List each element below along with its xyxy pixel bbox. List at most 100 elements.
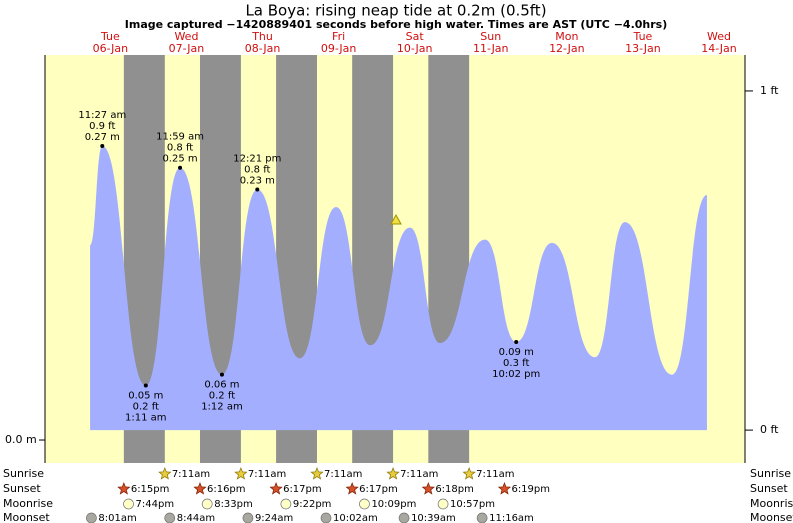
event-time: 6:17pm: [359, 484, 398, 495]
moonset-icon: [398, 512, 410, 523]
row-label: Sunset: [750, 482, 788, 495]
event-time: 7:11am: [476, 469, 514, 480]
row-label: Sunset: [3, 482, 41, 495]
sunrise-icon: [386, 467, 400, 480]
event-time: 11:16am: [489, 513, 534, 523]
event-time: 9:22pm: [293, 499, 332, 510]
extreme-label: 0.23 m: [240, 176, 275, 187]
row-label: Moonset: [750, 511, 793, 523]
extreme-label: 0.06 m: [204, 380, 239, 391]
extreme-label: 0.3 ft: [503, 358, 529, 369]
extreme-dot: [178, 165, 183, 170]
event-time: 6:18pm: [435, 484, 474, 495]
day-label: Sat: [406, 30, 425, 43]
y2-tick-label: 1 ft: [760, 84, 779, 97]
event-time: 8:01am: [98, 513, 136, 523]
day-label: Tue: [100, 30, 120, 43]
day-label: Mon: [555, 30, 578, 43]
event-time: 7:11am: [324, 469, 362, 480]
event-time: 6:16pm: [207, 484, 246, 495]
extreme-label: 0.9 ft: [89, 121, 115, 132]
moonset-icon: [476, 512, 488, 523]
day-label: Fri: [332, 30, 345, 43]
extreme-label: 12:21 pm: [233, 154, 281, 165]
moonrise-icon: [201, 498, 213, 510]
row-label: Sunrise: [750, 467, 791, 480]
extreme-dot: [100, 143, 105, 148]
date-label: 09-Jan: [321, 42, 357, 55]
day-label: Wed: [174, 30, 198, 43]
event-time: 7:11am: [248, 469, 286, 480]
event-time: 10:57pm: [450, 499, 495, 510]
event-time: 10:39am: [411, 513, 456, 523]
date-label: 07-Jan: [169, 42, 205, 55]
sunset-icon: [421, 482, 435, 495]
moonrise-icon: [123, 498, 134, 510]
sunset-icon: [497, 482, 512, 495]
moonset-icon: [86, 512, 97, 523]
chart-title: La Boya: rising neap tide at 0.2m (0.5ft…: [245, 2, 546, 20]
row-label: Moonrise: [3, 497, 53, 510]
sunrise-icon: [234, 467, 248, 480]
moonset-icon: [320, 512, 332, 523]
date-label: 12-Jan: [549, 42, 585, 55]
extreme-dot: [143, 383, 148, 388]
event-time: 6:19pm: [511, 484, 550, 495]
row-label: Moonrise: [750, 497, 793, 510]
date-label: 11-Jan: [473, 42, 509, 55]
sunset-icon: [269, 482, 283, 495]
extreme-dot: [219, 372, 224, 377]
moonrise-icon: [359, 498, 370, 510]
row-label: Moonset: [3, 511, 50, 523]
sunset-icon: [117, 482, 131, 495]
date-label: 06-Jan: [93, 42, 129, 55]
event-time: 8:44am: [177, 513, 215, 523]
tide-area: [90, 145, 707, 431]
moonrise-icon: [280, 498, 292, 510]
extreme-dot: [514, 339, 519, 344]
event-time: 9:24am: [255, 513, 293, 523]
day-label: Wed: [707, 30, 731, 43]
day-label: Thu: [251, 30, 273, 43]
date-label: 13-Jan: [625, 42, 661, 55]
extreme-label: 0.2 ft: [133, 402, 159, 413]
extreme-label: 10:02 pm: [492, 369, 540, 380]
event-time: 7:11am: [172, 469, 210, 480]
event-time: 10:09pm: [371, 499, 416, 510]
event-time: 10:02am: [333, 513, 378, 523]
moonrise-icon: [437, 498, 449, 510]
day-label: Sun: [480, 30, 501, 43]
extreme-label: 0.05 m: [128, 391, 163, 402]
date-label: 10-Jan: [397, 42, 433, 55]
day-label: Tue: [633, 30, 653, 43]
moonset-icon: [242, 512, 254, 523]
event-time: 7:44pm: [136, 499, 175, 510]
date-label: 08-Jan: [245, 42, 281, 55]
sunset-icon: [345, 482, 359, 495]
sunrise-icon: [158, 467, 172, 480]
chart-subtitle: Image captured −1420889401 seconds befor…: [125, 18, 667, 31]
event-time: 7:11am: [400, 469, 438, 480]
extreme-label: 0.2 ft: [209, 391, 235, 402]
sunset-icon: [193, 482, 207, 495]
extreme-label: 0.8 ft: [167, 143, 193, 154]
extreme-label: 11:27 am: [78, 110, 126, 121]
event-time: 6:15pm: [131, 484, 170, 495]
extreme-label: 1:12 am: [201, 402, 243, 413]
sunrise-icon: [462, 467, 476, 480]
y-tick-label: 0.0 m: [5, 433, 37, 446]
extreme-label: 0.8 ft: [244, 165, 270, 176]
sunrise-icon: [310, 467, 324, 480]
event-time: 6:17pm: [283, 484, 322, 495]
y2-tick-label: 0 ft: [760, 423, 779, 436]
event-time: 8:33pm: [214, 499, 253, 510]
extreme-label: 0.25 m: [162, 154, 197, 165]
extreme-label: 0.09 m: [499, 347, 534, 358]
date-label: 14-Jan: [701, 42, 737, 55]
row-label: Sunrise: [3, 467, 44, 480]
extreme-dot: [255, 187, 260, 192]
extreme-label: 11:59 am: [156, 132, 204, 143]
moonset-icon: [164, 512, 176, 523]
now-marker: [390, 213, 402, 225]
